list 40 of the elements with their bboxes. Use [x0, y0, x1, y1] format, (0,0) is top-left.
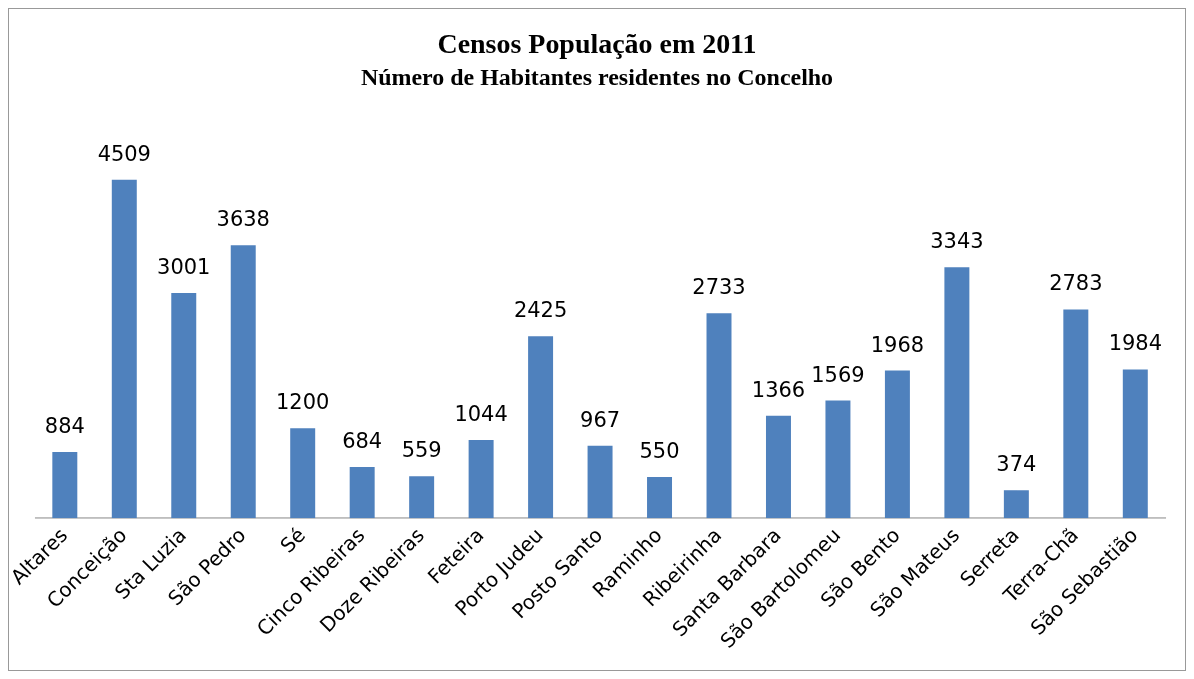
bar: [349, 466, 375, 519]
bar: [884, 370, 910, 519]
bar: [468, 439, 494, 519]
data-label: 2425: [513, 298, 568, 323]
bar: [1003, 490, 1029, 519]
data-label: 1044: [454, 401, 508, 426]
data-label: 4509: [97, 141, 151, 166]
bar: [409, 476, 435, 519]
bar: [706, 313, 732, 519]
bar: [111, 179, 137, 519]
data-label: 884: [44, 413, 85, 438]
bar: [230, 245, 256, 519]
bar: [1122, 369, 1148, 519]
bar: [765, 415, 791, 519]
bar: [944, 267, 970, 519]
data-label: 1366: [751, 377, 806, 402]
data-label: 374: [996, 452, 1037, 477]
data-label: 967: [580, 407, 621, 432]
data-label: 3343: [930, 229, 984, 254]
data-label: 1569: [811, 362, 865, 387]
bar: [528, 336, 554, 519]
bar: [1063, 309, 1089, 519]
data-label: 559: [401, 438, 442, 463]
bar: [825, 400, 851, 519]
data-label: 2733: [692, 275, 746, 300]
bar: [647, 477, 673, 519]
bar: [52, 451, 78, 519]
data-label: 3001: [157, 255, 211, 280]
bar: [171, 293, 197, 519]
bar: [290, 428, 316, 519]
data-label: 3638: [216, 207, 270, 232]
data-label: 1984: [1108, 331, 1162, 356]
data-label: 1200: [276, 390, 330, 415]
data-label: 550: [639, 439, 680, 464]
chart-title: Censos População em 2011: [437, 27, 757, 59]
data-label: 684: [342, 428, 383, 453]
bar: [587, 445, 613, 519]
chart-subtitle: Número de Habitantes residentes no Concelho: [360, 63, 834, 90]
data-label: 2783: [1049, 271, 1103, 296]
data-label: 1968: [870, 332, 925, 357]
